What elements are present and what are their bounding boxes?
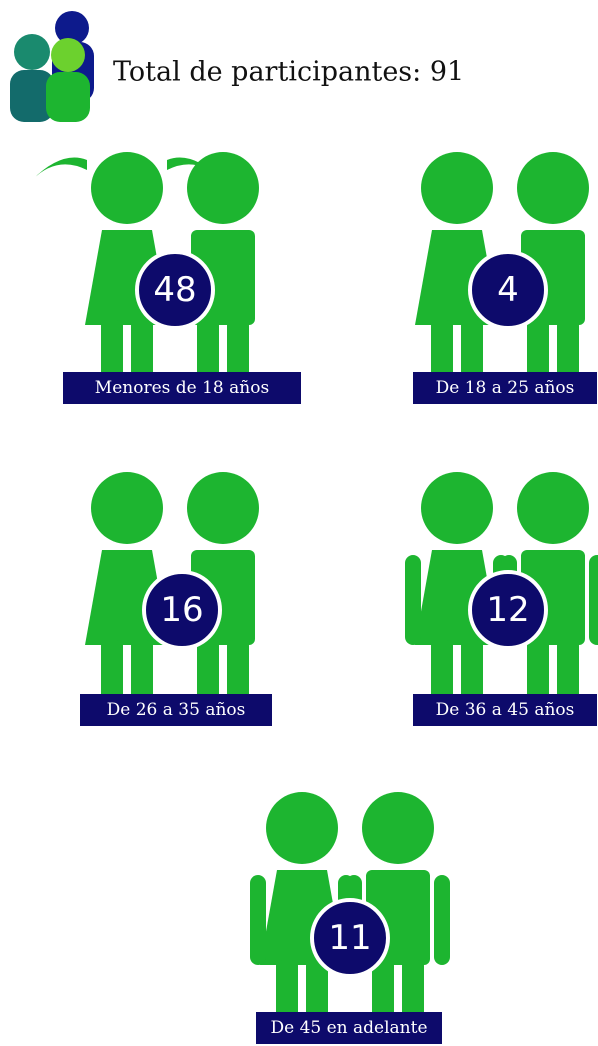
age-group: 4 De 18 a 25 años	[413, 152, 597, 404]
head	[421, 152, 493, 224]
head	[91, 152, 163, 224]
age-group: 11 De 45 en adelante	[250, 792, 450, 1044]
label: De 26 a 35 años	[107, 700, 246, 720]
count-badge	[468, 250, 548, 330]
leg	[402, 960, 424, 1020]
label-box	[256, 1012, 442, 1044]
count-badge	[142, 570, 222, 650]
count: 12	[486, 590, 529, 630]
age-group: 16 De 26 a 35 años	[80, 472, 272, 726]
head	[187, 472, 259, 544]
arm	[405, 555, 421, 645]
header-title: Total de participantes: 91	[113, 57, 464, 88]
leg	[431, 320, 453, 380]
head	[362, 792, 434, 864]
header-icon	[10, 11, 94, 122]
leg	[461, 640, 483, 700]
leg	[197, 640, 219, 700]
count: 11	[328, 918, 371, 958]
leg	[431, 640, 453, 700]
leg	[101, 640, 123, 700]
label: De 18 a 25 años	[436, 378, 575, 398]
label-box	[80, 694, 272, 726]
label-box	[413, 694, 597, 726]
leg	[131, 320, 153, 380]
pigtail	[32, 157, 87, 180]
count: 48	[153, 270, 196, 310]
count-badge	[468, 570, 548, 650]
count: 4	[497, 270, 519, 310]
leg	[131, 640, 153, 700]
label-box	[413, 372, 597, 404]
label: De 45 en adelante	[270, 1018, 427, 1038]
leg	[276, 960, 298, 1020]
head	[187, 152, 259, 224]
leg	[557, 320, 579, 380]
head	[421, 472, 493, 544]
arm	[434, 875, 450, 965]
leg	[527, 320, 549, 380]
label: Menores de 18 años	[95, 378, 269, 398]
count-badge	[135, 250, 215, 330]
label-box	[63, 372, 301, 404]
arm	[589, 555, 598, 645]
leg	[101, 320, 123, 380]
count-badge	[310, 898, 390, 978]
count: 16	[160, 590, 203, 630]
leg	[227, 320, 249, 380]
leg	[372, 960, 394, 1020]
leg	[461, 320, 483, 380]
leg	[557, 640, 579, 700]
head	[517, 472, 589, 544]
head	[517, 152, 589, 224]
age-group: 48 Menores de 18 años	[32, 152, 301, 404]
head	[266, 792, 338, 864]
head	[91, 472, 163, 544]
leg	[197, 320, 219, 380]
leg	[227, 640, 249, 700]
leg	[527, 640, 549, 700]
arm	[250, 875, 266, 965]
leg	[306, 960, 328, 1020]
age-group: 12 De 36 a 45 años	[405, 472, 598, 726]
pigtail	[167, 157, 222, 180]
label: De 36 a 45 años	[436, 700, 575, 720]
